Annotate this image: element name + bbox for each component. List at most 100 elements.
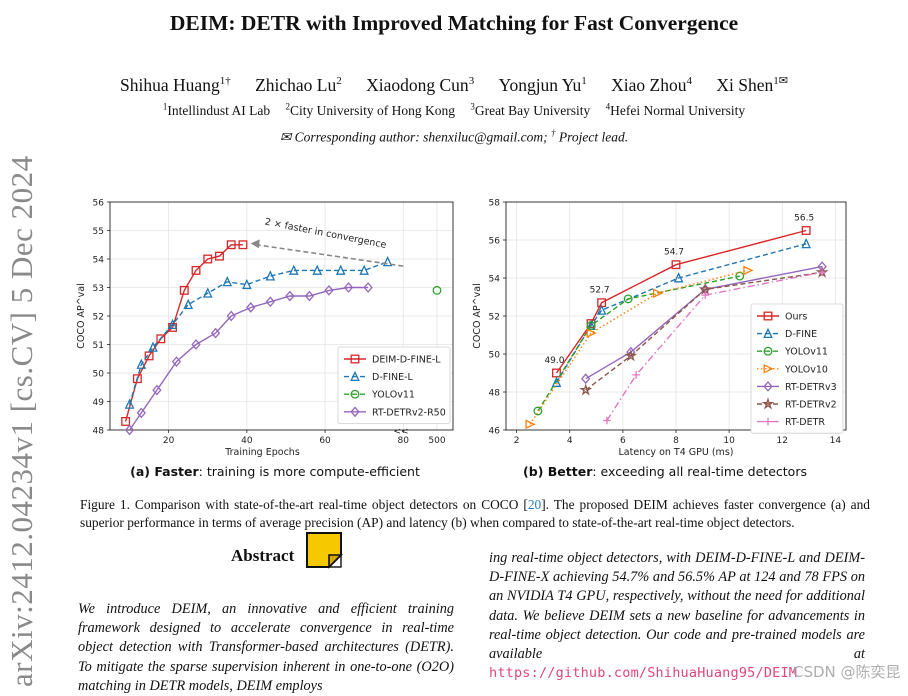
series-line bbox=[124, 244, 243, 422]
data-point bbox=[343, 282, 354, 293]
legend-label: YOLOv11 bbox=[371, 390, 415, 401]
data-point bbox=[671, 260, 681, 270]
x-tick-label: 20 bbox=[163, 436, 175, 446]
legend-marker bbox=[764, 417, 772, 426]
data-point bbox=[551, 376, 562, 387]
legend-marker bbox=[761, 397, 775, 410]
abstract-right-column: ing real-time object detectors, with DEI… bbox=[489, 550, 865, 682]
data-point bbox=[203, 254, 213, 264]
data-point bbox=[581, 373, 591, 385]
legend-label: D-FINE bbox=[785, 329, 817, 340]
data-point bbox=[304, 290, 315, 302]
x-tick-label: 10 bbox=[723, 436, 735, 446]
x-tick-label: 8 bbox=[673, 436, 679, 446]
axis-break-mark: << bbox=[393, 427, 408, 437]
data-point bbox=[246, 302, 256, 313]
data-point bbox=[242, 278, 252, 290]
data-point bbox=[701, 291, 710, 299]
affiliation-list: 1Intellindust AI Lab 2City University of… bbox=[0, 101, 908, 119]
data-point bbox=[673, 272, 684, 283]
legend-marker bbox=[763, 311, 773, 321]
data-point bbox=[533, 406, 543, 416]
x-tick-label: 4 bbox=[567, 436, 573, 446]
data-point bbox=[698, 282, 712, 295]
data-point bbox=[226, 240, 236, 250]
x-tick-label: 14 bbox=[830, 436, 842, 446]
data-point bbox=[525, 419, 536, 430]
data-point bbox=[382, 256, 393, 267]
abstract-heading: Abstract bbox=[231, 546, 295, 565]
plot-frame bbox=[109, 201, 454, 431]
legend-label: RT-DETRv3 bbox=[785, 382, 837, 393]
data-point bbox=[623, 294, 633, 304]
legend-marker bbox=[350, 354, 360, 364]
y-tick-label: 50 bbox=[489, 351, 501, 361]
data-point bbox=[156, 334, 166, 344]
y-axis-label: COCO AP^val bbox=[76, 283, 87, 349]
data-point bbox=[624, 349, 638, 362]
citation-link[interactable]: 20 bbox=[527, 497, 542, 512]
data-point bbox=[579, 383, 593, 396]
data-point bbox=[152, 384, 162, 396]
y-tick-label: 58 bbox=[489, 199, 501, 209]
data-point bbox=[191, 265, 201, 275]
series-line bbox=[585, 271, 823, 391]
data-point bbox=[210, 327, 221, 339]
data-point bbox=[183, 298, 194, 310]
data-label: 56.5 bbox=[794, 214, 814, 224]
y-tick-label: 52 bbox=[93, 313, 104, 323]
affiliation: 2City University of Hong Kong bbox=[285, 101, 455, 118]
data-point bbox=[632, 371, 640, 379]
data-point bbox=[801, 226, 811, 235]
y-tick-label: 48 bbox=[93, 427, 105, 437]
figure-caption: Figure 1. Comparison with state-of-the-a… bbox=[80, 497, 870, 530]
x-tick-label: 500 bbox=[428, 436, 445, 446]
data-point bbox=[288, 264, 299, 275]
data-point bbox=[121, 416, 131, 426]
author: Xiao Zhou4 bbox=[611, 74, 692, 95]
subcaption-b: (b) Better: exceeding all real-time dete… bbox=[523, 464, 807, 479]
data-point bbox=[652, 288, 664, 299]
data-point bbox=[191, 339, 201, 350]
data-point bbox=[215, 251, 224, 261]
convergence-annotation: 2 × faster in convergence bbox=[264, 217, 388, 251]
legend-marker bbox=[350, 406, 360, 418]
mail-icon: ✉ bbox=[279, 129, 292, 145]
series-line bbox=[606, 271, 823, 421]
y-tick-label: 50 bbox=[93, 370, 105, 380]
author: Xiaodong Cun3 bbox=[366, 74, 475, 95]
code-url-link[interactable]: https://github.com/ShihuaHuang95/DEIM bbox=[489, 665, 798, 682]
legend-box bbox=[750, 303, 844, 434]
series-line bbox=[555, 229, 807, 374]
data-point bbox=[603, 416, 611, 425]
data-point bbox=[265, 296, 275, 308]
x-tick-label: 60 bbox=[319, 436, 331, 446]
data-label: 54.7 bbox=[664, 248, 684, 258]
data-point bbox=[432, 285, 442, 295]
x-axis-label: Training Epochs bbox=[224, 447, 300, 458]
y-tick-label: 46 bbox=[489, 427, 501, 437]
data-point bbox=[363, 282, 373, 293]
data-point bbox=[324, 284, 334, 296]
abstract-left-column: We introduce DEIM, an innovative and eff… bbox=[78, 601, 454, 694]
y-tick-label: 48 bbox=[489, 389, 501, 399]
legend-label: Ours bbox=[785, 312, 807, 323]
legend-label: YOLOv11 bbox=[784, 347, 828, 358]
legend-label: YOLOv10 bbox=[784, 364, 828, 375]
x-tick-label: 80 bbox=[398, 436, 410, 446]
legend-box bbox=[337, 346, 451, 424]
data-point bbox=[179, 285, 189, 295]
legend-label: RT-DETR bbox=[785, 417, 825, 428]
author: Zhichao Lu2 bbox=[255, 74, 342, 95]
data-point bbox=[124, 398, 135, 409]
data-point bbox=[801, 237, 811, 249]
x-tick-label: 2 bbox=[514, 436, 520, 446]
subcaption-a: (a) Faster: training is more compute-eff… bbox=[130, 464, 420, 479]
data-point bbox=[238, 240, 248, 250]
y-tick-label: 54 bbox=[489, 275, 501, 285]
data-point bbox=[167, 318, 178, 330]
data-point bbox=[743, 265, 754, 276]
y-tick-label: 56 bbox=[93, 199, 105, 209]
y-axis-label: COCO AP^val bbox=[472, 283, 483, 349]
